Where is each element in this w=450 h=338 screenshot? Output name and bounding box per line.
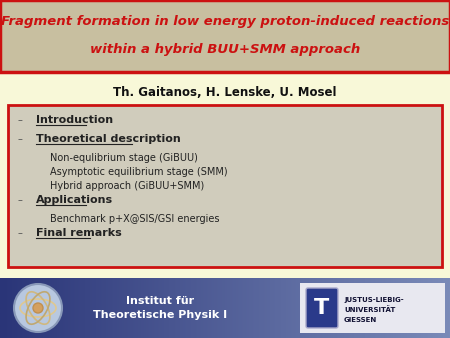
Text: within a hybrid BUU+SMM approach: within a hybrid BUU+SMM approach bbox=[90, 44, 360, 56]
Text: JUSTUS-LIEBIG-: JUSTUS-LIEBIG- bbox=[344, 297, 404, 303]
Text: Non-equlibrium stage (GiBUU): Non-equlibrium stage (GiBUU) bbox=[50, 153, 198, 163]
Text: –: – bbox=[18, 115, 22, 125]
Text: –: – bbox=[18, 134, 22, 144]
Text: –: – bbox=[18, 195, 22, 205]
Text: Theoretical description: Theoretical description bbox=[36, 134, 181, 144]
Text: Fragment formation in low energy proton-induced reactions: Fragment formation in low energy proton-… bbox=[1, 16, 449, 28]
FancyBboxPatch shape bbox=[300, 283, 445, 333]
Text: Benchmark p+X@SIS/GSI energies: Benchmark p+X@SIS/GSI energies bbox=[50, 214, 220, 224]
Text: GIESSEN: GIESSEN bbox=[344, 317, 377, 323]
Text: Th. Gaitanos, H. Lenske, U. Mosel: Th. Gaitanos, H. Lenske, U. Mosel bbox=[113, 86, 337, 98]
FancyBboxPatch shape bbox=[8, 105, 442, 267]
Text: Final remarks: Final remarks bbox=[36, 228, 122, 238]
Circle shape bbox=[14, 284, 62, 332]
FancyBboxPatch shape bbox=[0, 0, 450, 72]
Text: T: T bbox=[315, 298, 329, 318]
Text: Hybrid approach (GiBUU+SMM): Hybrid approach (GiBUU+SMM) bbox=[50, 181, 204, 191]
Text: Applications: Applications bbox=[36, 195, 113, 205]
Text: Introduction: Introduction bbox=[36, 115, 113, 125]
FancyBboxPatch shape bbox=[306, 288, 338, 328]
Text: UNIVERSITÄT: UNIVERSITÄT bbox=[344, 307, 396, 313]
Circle shape bbox=[33, 303, 43, 313]
Text: –: – bbox=[18, 228, 22, 238]
Text: Institut für
Theoretische Physik I: Institut für Theoretische Physik I bbox=[93, 296, 227, 320]
Text: Asymptotic equilibrium stage (SMM): Asymptotic equilibrium stage (SMM) bbox=[50, 167, 228, 177]
